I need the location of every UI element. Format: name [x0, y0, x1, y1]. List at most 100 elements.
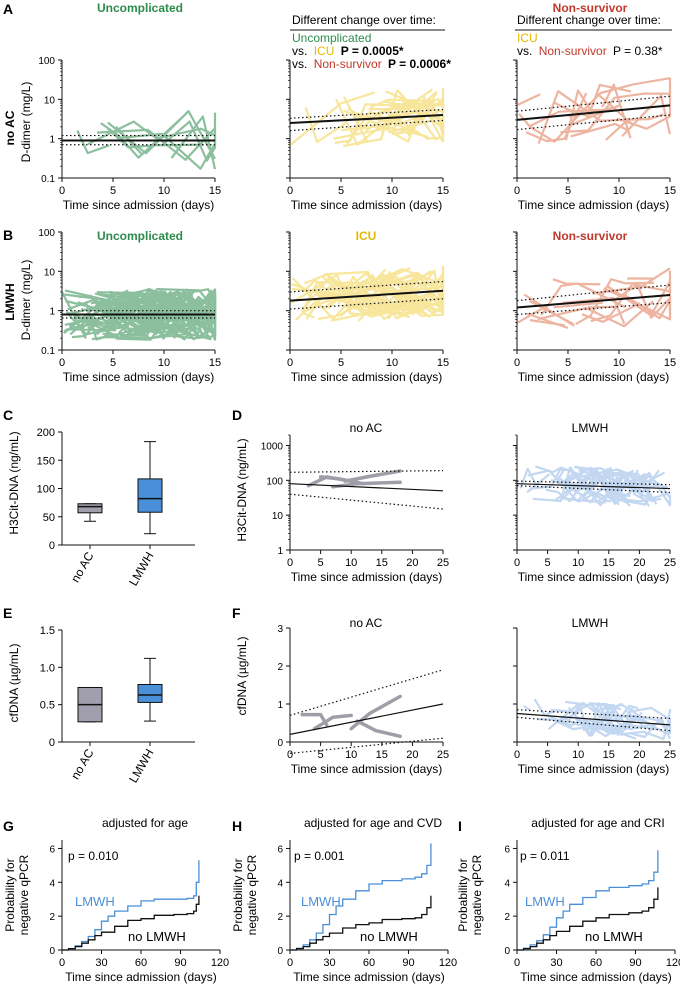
- a-icu-annot-line3: vs. Non-survivor P = 0.0006*: [292, 57, 451, 71]
- a-title-uncomplicated: Uncomplicated: [97, 1, 183, 15]
- trajectory-line: [108, 307, 197, 313]
- d-title-noac: no AC: [350, 421, 383, 435]
- trajectory-line: [529, 300, 575, 326]
- x-tick-label: 120: [211, 957, 229, 969]
- x-tick-label: 15: [664, 185, 676, 197]
- trajectory-line: [91, 325, 144, 341]
- trajectory-line: [572, 471, 658, 505]
- f-ylabel: cfDNA (µg/mL): [235, 637, 249, 716]
- x-tick-label: 15: [376, 749, 388, 761]
- y-tick-label: 2: [504, 912, 510, 923]
- panel-letter-b: B: [3, 227, 13, 243]
- trajectory-line: [385, 90, 444, 108]
- trajectory-line: [136, 288, 217, 311]
- trajectory-line: [349, 694, 402, 731]
- x-tick-label: 15: [437, 357, 449, 369]
- trajectory-line: [545, 709, 557, 716]
- y-tick-label: 2: [49, 912, 55, 923]
- y-tick-label: 6: [504, 844, 510, 855]
- x-tick-label: 5: [338, 357, 344, 369]
- b-ylabel: D-dimer (mg/L): [19, 260, 33, 341]
- trajectory-line: [343, 469, 402, 483]
- y-tick-label: 1: [49, 307, 55, 318]
- trajectory-line: [303, 273, 364, 315]
- trajectory-line: [76, 130, 110, 155]
- trajectory-line: [77, 301, 134, 323]
- trajectory-line: [341, 270, 434, 314]
- trajectory-line: [575, 278, 655, 326]
- h-label-lmwh: LMWH: [301, 894, 341, 909]
- ci-lower-line: [289, 493, 444, 510]
- x-tick-label: 0: [59, 357, 65, 369]
- trajectory-line: [533, 698, 594, 731]
- ci-upper-line: [516, 480, 671, 486]
- x-tick-label: 5: [338, 185, 344, 197]
- y-tick-label: 0.5: [40, 700, 55, 712]
- y-tick-label: 100: [38, 228, 55, 239]
- trajectory-line: [558, 471, 593, 486]
- c-ylabel: H3Cit-DNA (ng/mL): [7, 431, 21, 534]
- y-tick-label: 6: [277, 844, 283, 855]
- y-tick-label: 100: [38, 56, 55, 67]
- trend-line: [516, 294, 671, 309]
- trajectory-line: [556, 468, 566, 482]
- x-axis-label: Time since admission (days): [291, 570, 443, 584]
- x-axis-label: Time since admission (days): [63, 198, 215, 212]
- x-tick-label: 90: [402, 957, 414, 969]
- y-tick-label: 1: [277, 700, 283, 711]
- chart-A-uncomplicated: 0 5 10 15 0.1 1 10 100 Time since admission (day…: [38, 56, 221, 212]
- x-tick-label: 15: [209, 357, 221, 369]
- g-ylabel-line2: negative qPCR: [17, 854, 31, 935]
- trajectory-line: [355, 719, 402, 739]
- ci-lower-line: [516, 485, 671, 494]
- trajectories: [517, 77, 672, 144]
- trajectory-line: [604, 714, 672, 735]
- trajectory-line: [529, 108, 602, 128]
- x-tick-label: 120: [439, 957, 457, 969]
- trajectories: [289, 87, 445, 148]
- x-tick-label: 60: [135, 957, 147, 969]
- trajectory-line: [562, 296, 626, 325]
- f-title-lmwh: LMWH: [572, 616, 609, 630]
- x-tick-label: 30: [323, 957, 335, 969]
- trend-line: [516, 712, 671, 726]
- a-icu-heading: Different change over time:: [292, 13, 436, 27]
- a-ns-vs: vs.: [517, 44, 532, 58]
- trajectory-line: [63, 324, 86, 332]
- chart-H: 0 30 60 90 120 0 2 4 6 Time since admission (days…: [277, 840, 457, 984]
- a-icu-p-1: P = 0.0005*: [341, 44, 404, 58]
- trajectory-line: [360, 100, 438, 142]
- x-tick-label: 15: [603, 557, 615, 569]
- category-label: no AC: [68, 746, 97, 782]
- trend-line: [289, 289, 444, 302]
- x-tick-label: 10: [613, 357, 625, 369]
- panel-letter-i: I: [458, 818, 462, 834]
- y-tick-label: 100: [37, 484, 55, 496]
- ci-upper-line: [289, 470, 444, 473]
- b-title-uncomplicated: Uncomplicated: [97, 229, 183, 243]
- x-axis-label: Time since admission (days): [293, 970, 445, 984]
- x-tick-label: 10: [613, 185, 625, 197]
- trajectory-line: [614, 471, 672, 507]
- x-tick-label: 25: [664, 557, 676, 569]
- x-tick-label: 25: [437, 749, 449, 761]
- x-tick-label: 10: [158, 357, 170, 369]
- y-tick-label: 0: [49, 540, 55, 552]
- chart-D-noac: 0 5 10 15 20 25 1 10 100 1000 Time since admission…: [261, 434, 449, 584]
- x-tick-label: 10: [386, 185, 398, 197]
- box-lmwh: [137, 684, 163, 703]
- x-tick-label: 5: [565, 357, 571, 369]
- x-tick-label: 0: [514, 357, 520, 369]
- ci-lower-line: [516, 114, 671, 131]
- trajectory-line: [564, 700, 598, 723]
- x-axis-label: Time since admission (days): [518, 570, 670, 584]
- ci-lower-line: [516, 302, 671, 316]
- x-axis-label: Time since admission (days): [518, 370, 670, 384]
- y-tick-label: 2: [277, 662, 283, 673]
- trajectory-line: [518, 104, 621, 143]
- x-tick-label: 60: [363, 957, 375, 969]
- x-tick-label: 25: [664, 749, 676, 761]
- trajectory-line: [605, 119, 628, 141]
